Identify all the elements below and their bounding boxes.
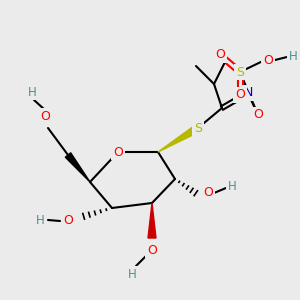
Text: O: O: [113, 146, 123, 158]
Text: H: H: [28, 85, 36, 98]
Text: S: S: [236, 65, 244, 79]
Text: O: O: [253, 109, 263, 122]
Polygon shape: [158, 124, 200, 152]
Text: O: O: [203, 187, 213, 200]
Text: S: S: [194, 122, 202, 134]
Text: H: H: [228, 179, 236, 193]
Text: O: O: [147, 244, 157, 256]
Polygon shape: [148, 203, 156, 238]
Text: N: N: [243, 86, 253, 100]
Text: H: H: [128, 268, 136, 281]
Text: O: O: [263, 53, 273, 67]
Text: O: O: [235, 88, 245, 101]
Text: O: O: [40, 110, 50, 122]
Text: O: O: [215, 49, 225, 62]
Text: H: H: [36, 214, 44, 226]
Polygon shape: [65, 153, 90, 182]
Text: O: O: [63, 214, 73, 227]
Text: H: H: [289, 50, 297, 62]
